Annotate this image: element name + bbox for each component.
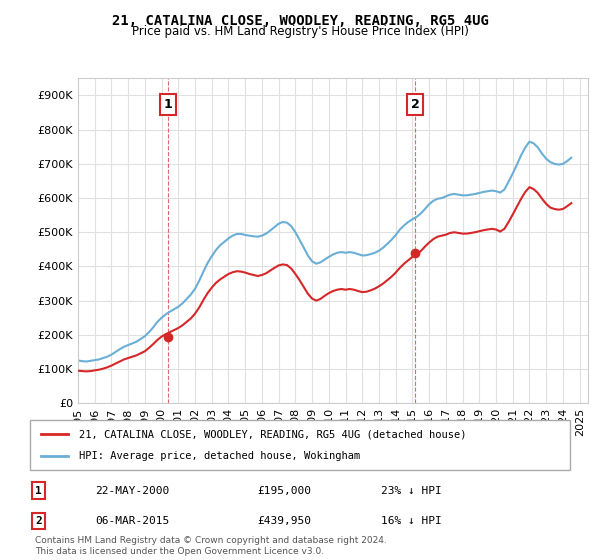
Text: 2: 2 <box>411 98 419 111</box>
Text: 16% ↓ HPI: 16% ↓ HPI <box>381 516 442 526</box>
Text: 21, CATALINA CLOSE, WOODLEY, READING, RG5 4UG: 21, CATALINA CLOSE, WOODLEY, READING, RG… <box>112 14 488 28</box>
Text: 1: 1 <box>35 486 42 496</box>
Text: Contains HM Land Registry data © Crown copyright and database right 2024.
This d: Contains HM Land Registry data © Crown c… <box>35 536 387 556</box>
Text: 23% ↓ HPI: 23% ↓ HPI <box>381 486 442 496</box>
Text: Price paid vs. HM Land Registry's House Price Index (HPI): Price paid vs. HM Land Registry's House … <box>131 25 469 38</box>
Text: 06-MAR-2015: 06-MAR-2015 <box>95 516 169 526</box>
Text: 21, CATALINA CLOSE, WOODLEY, READING, RG5 4UG (detached house): 21, CATALINA CLOSE, WOODLEY, READING, RG… <box>79 429 466 439</box>
FancyBboxPatch shape <box>30 420 570 470</box>
Text: HPI: Average price, detached house, Wokingham: HPI: Average price, detached house, Woki… <box>79 451 360 461</box>
Text: 1: 1 <box>164 98 172 111</box>
Text: 22-MAY-2000: 22-MAY-2000 <box>95 486 169 496</box>
Text: £439,950: £439,950 <box>257 516 311 526</box>
Text: 2: 2 <box>35 516 42 526</box>
Text: £195,000: £195,000 <box>257 486 311 496</box>
